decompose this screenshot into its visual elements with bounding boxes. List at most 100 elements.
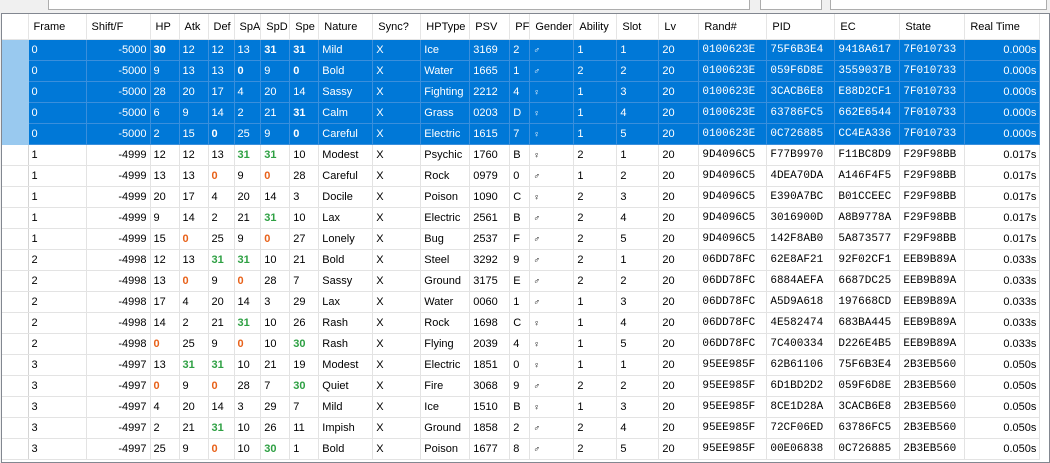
column-header-hptype[interactable]: HPType bbox=[420, 14, 471, 40]
table-row[interactable]: 0 -5000 6 9 14 2 21 31 Calm X Grass 0203 D ♀ 1 4 20 01006… bbox=[2, 102, 1041, 124]
table-row[interactable]: 0 -5000 9 13 13 0 9 0 Bold X Water 1665 1 ♂ 2 2 20 010062… bbox=[2, 60, 1041, 82]
table-row[interactable]: 3 -4997 4 20 14 3 29 7 Mild X Ice 1510 B ♀ 1 3 20 95EE985… bbox=[2, 396, 1041, 418]
row-header[interactable] bbox=[2, 249, 29, 271]
cell-iv-spe: 10 bbox=[289, 207, 320, 229]
results-grid[interactable]: Frame Shift/F HP Atk Def SpA SpD Spe Nature Sync?… bbox=[1, 13, 1050, 463]
cell-iv-def: 12 bbox=[208, 39, 235, 61]
table-row[interactable]: 1 -4999 15 0 25 9 0 27 Lonely X Bug 2537 F ♂ 2 5 20 9D409… bbox=[2, 228, 1041, 250]
table-row[interactable]: 2 -4998 0 25 9 0 10 30 Rash X Flying 2039 4 ♀ 1 5 20 06DD… bbox=[2, 333, 1041, 355]
row-header[interactable] bbox=[2, 39, 29, 61]
table-row[interactable]: 3 -4997 0 9 0 28 7 30 Quiet X Fire 3068 9 ♂ 2 2 20 95EE98… bbox=[2, 375, 1041, 397]
column-header-spa[interactable]: SpA bbox=[234, 14, 262, 40]
cell-gender: ♂ bbox=[529, 417, 575, 439]
cell-real-time: 0.017s bbox=[964, 165, 1041, 187]
column-header-shift-f[interactable]: Shift/F bbox=[86, 14, 151, 40]
cell-psv: 1698 bbox=[469, 312, 511, 334]
column-header-frame[interactable]: Frame bbox=[28, 14, 87, 40]
cell-iv-hp: 0 bbox=[150, 375, 180, 397]
cell-rand: 06DD78FC bbox=[698, 312, 768, 334]
row-header[interactable] bbox=[2, 438, 29, 460]
row-header[interactable] bbox=[2, 270, 29, 292]
cell-sync: X bbox=[372, 249, 422, 271]
row-header[interactable] bbox=[2, 354, 29, 376]
table-row[interactable]: 0 -5000 2 15 0 25 9 0 Careful X Electric 1615 7 ♀ 1 5 20… bbox=[2, 123, 1041, 145]
iv-value: 15 bbox=[153, 233, 166, 245]
row-header[interactable] bbox=[2, 207, 29, 229]
table-row[interactable]: 2 -4998 13 0 9 0 28 7 Sassy X Ground 3175 E ♂ 2 2 20 06DD… bbox=[2, 270, 1041, 292]
cell-iv-def: 0 bbox=[208, 438, 235, 460]
male-icon: ♂ bbox=[533, 255, 541, 265]
cell-slot: 3 bbox=[616, 186, 660, 208]
iv-value: 13 bbox=[211, 149, 224, 161]
column-header-def[interactable]: Def bbox=[208, 14, 235, 40]
cell-real-time: 0.000s bbox=[964, 60, 1041, 82]
cell-gender: ♀ bbox=[529, 123, 575, 145]
row-header[interactable] bbox=[2, 333, 29, 355]
row-header[interactable] bbox=[2, 81, 29, 103]
cell-pid: 0C726885 bbox=[766, 123, 836, 145]
column-header-gender[interactable]: Gender bbox=[529, 14, 575, 40]
cell-iv-hp: 15 bbox=[150, 228, 180, 250]
column-header-state[interactable]: State bbox=[899, 14, 966, 40]
table-row[interactable]: 2 -4998 12 13 31 31 10 21 Bold X Steel 3292 9 ♂ 2 1 20 06… bbox=[2, 249, 1041, 271]
row-header[interactable] bbox=[2, 102, 29, 124]
column-header-pf[interactable]: PF bbox=[509, 14, 531, 40]
table-row[interactable]: 3 -4997 13 31 31 10 21 19 Modest X Electric 1851 0 ♀ 1… bbox=[2, 354, 1041, 376]
row-header[interactable] bbox=[2, 417, 29, 439]
row-header[interactable] bbox=[2, 396, 29, 418]
cell-iv-spd: 31 bbox=[260, 39, 291, 61]
column-header-ec[interactable]: EC bbox=[834, 14, 901, 40]
row-header[interactable] bbox=[2, 165, 29, 187]
column-header-sync[interactable]: Sync? bbox=[372, 14, 422, 40]
cell-state: 7F010733 bbox=[899, 60, 966, 82]
cell-sync: X bbox=[372, 60, 422, 82]
iv-value: 20 bbox=[182, 86, 195, 98]
table-row[interactable]: 0 -5000 30 12 12 13 31 31 Mild X Ice 3169 2 ♂ 1 1 20 0100… bbox=[2, 39, 1041, 61]
column-header-hp[interactable]: HP bbox=[150, 14, 180, 40]
row-header[interactable] bbox=[2, 186, 29, 208]
cell-ec: B01CCEEC bbox=[834, 186, 901, 208]
column-header-rand[interactable]: Rand# bbox=[698, 14, 768, 40]
cell-pid: 75F6B3E4 bbox=[766, 39, 836, 61]
table-row[interactable]: 1 -4999 20 17 4 20 14 3 Docile X Poison 1090 C ♀ 2 3 20 9… bbox=[2, 186, 1041, 208]
iv-value: 12 bbox=[153, 149, 166, 161]
cell-iv-def: 14 bbox=[208, 396, 235, 418]
cell-gender: ♀ bbox=[529, 354, 575, 376]
row-header[interactable] bbox=[2, 60, 29, 82]
row-header[interactable] bbox=[2, 312, 29, 334]
row-header[interactable] bbox=[2, 228, 29, 250]
column-header-pid[interactable]: PID bbox=[766, 14, 836, 40]
cell-hptype: Water bbox=[420, 60, 471, 82]
column-header-atk[interactable]: Atk bbox=[179, 14, 209, 40]
results-table: Frame Shift/F HP Atk Def SpA SpD Spe Nature Sync?… bbox=[2, 14, 1041, 460]
column-header-real-time[interactable]: Real Time bbox=[964, 14, 1041, 40]
cell-sync: X bbox=[372, 165, 422, 187]
table-row[interactable]: 1 -4999 9 14 2 21 31 10 Lax X Electric 2561 B ♂ 2 4 20 9D… bbox=[2, 207, 1041, 229]
column-header-spe[interactable]: Spe bbox=[289, 14, 320, 40]
cell-ec: D226E4B5 bbox=[834, 333, 901, 355]
column-header-spd[interactable]: SpD bbox=[260, 14, 291, 40]
column-header-lv[interactable]: Lv bbox=[658, 14, 700, 40]
table-row[interactable]: 0 -5000 28 20 17 4 20 14 Sassy X Fighting 2212 4 ♀ 1 3 2… bbox=[2, 81, 1041, 103]
cell-iv-spa: 28 bbox=[234, 375, 262, 397]
row-header[interactable] bbox=[2, 375, 29, 397]
table-row[interactable]: 2 -4998 14 2 21 31 10 26 Rash X Rock 1698 C ♀ 1 4 20 06DD… bbox=[2, 312, 1041, 334]
column-header-psv[interactable]: PSV bbox=[469, 14, 511, 40]
table-row[interactable]: 1 -4999 13 13 0 9 0 28 Careful X Rock 0979 0 ♂ 1 2 20 9D4… bbox=[2, 165, 1041, 187]
cell-rand: 06DD78FC bbox=[698, 291, 768, 313]
cell-frame: 2 bbox=[28, 291, 87, 313]
row-header[interactable] bbox=[2, 291, 29, 313]
row-header[interactable] bbox=[2, 144, 29, 166]
column-header-ability[interactable]: Ability bbox=[573, 14, 618, 40]
row-header[interactable] bbox=[2, 123, 29, 145]
cell-pf: 0 bbox=[509, 354, 531, 376]
cell-frame: 2 bbox=[28, 249, 87, 271]
table-row[interactable]: 3 -4997 25 9 0 10 30 1 Bold X Poison 1677 8 ♂ 2 5 20 95EE… bbox=[2, 438, 1041, 460]
table-row[interactable]: 2 -4998 17 4 20 14 3 29 Lax X Water 0060 1 ♂ 1 3 20 06DD7… bbox=[2, 291, 1041, 313]
table-row[interactable]: 1 -4999 12 12 13 31 31 10 Modest X Psychic 1760 B ♀ 2 1… bbox=[2, 144, 1041, 166]
table-row[interactable]: 3 -4997 2 21 31 10 26 11 Impish X Ground 1858 2 ♂ 2 4 20… bbox=[2, 417, 1041, 439]
column-header-nature[interactable]: Nature bbox=[318, 14, 374, 40]
cell-pid: 059F6D8E bbox=[766, 60, 836, 82]
column-header-slot[interactable]: Slot bbox=[616, 14, 660, 40]
iv-value: 11 bbox=[293, 422, 305, 434]
